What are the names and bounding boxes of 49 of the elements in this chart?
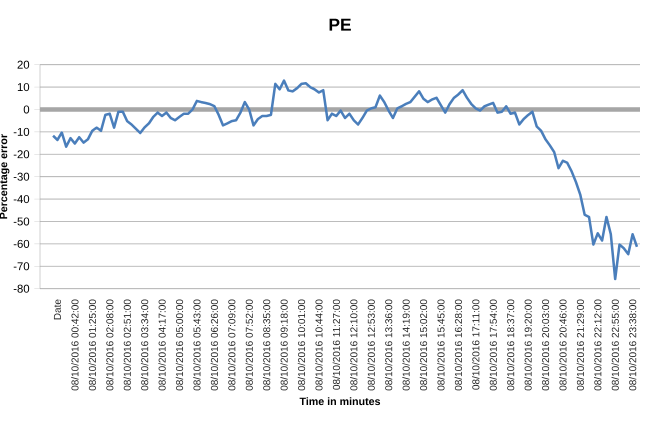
x-tick-label: 08/10/2016 21:29:00 <box>576 299 584 390</box>
chart-title: PE <box>330 18 351 31</box>
x-tick-label: 08/10/2016 18:37:00 <box>506 299 514 390</box>
y-tick-label: -40 <box>14 195 30 204</box>
x-tick-label: 08/10/2016 17:11:00 <box>472 299 480 390</box>
y-tick-label: 20 <box>18 60 30 69</box>
x-tick-label: 08/10/2016 09:18:00 <box>280 299 288 390</box>
x-tick-label: 08/10/2016 05:00:00 <box>176 299 184 390</box>
y-tick-label: 10 <box>18 83 30 92</box>
x-tick-label: 08/10/2016 01:25:00 <box>88 299 96 390</box>
x-tick-label: 08/10/2016 06:26:00 <box>210 299 218 390</box>
x-tick-label: 08/10/2016 14:19:00 <box>402 299 410 390</box>
x-tick-label: 08/10/2016 15:02:00 <box>420 299 428 390</box>
x-tick-label: 08/10/2016 22:55:00 <box>612 299 619 390</box>
x-tick-label: 08/10/2016 03:34:00 <box>140 299 148 390</box>
x-tick-label: 08/10/2016 22:12:00 <box>594 299 602 390</box>
x-tick-label: 08/10/2016 23:38:00 <box>628 299 636 390</box>
x-tick-label: 08/10/2016 12:10:00 <box>350 299 358 390</box>
x-tick-label: 08/10/2016 20:46:00 <box>559 299 567 390</box>
y-tick-label: -80 <box>14 284 30 293</box>
x-tick-label: 08/10/2016 07:52:00 <box>245 299 253 390</box>
x-tick-label: 08/10/2016 17:54:00 <box>490 299 497 390</box>
x-tick-label: 08/10/2016 19:20:00 <box>524 299 532 390</box>
y-tick-label: -60 <box>14 240 30 248</box>
line-series <box>52 79 638 280</box>
x-tick-label: 08/10/2016 13:36:00 <box>384 299 392 390</box>
x-tick-label: 08/10/2016 15:45:00 <box>437 299 445 390</box>
y-tick-label: -70 <box>14 262 30 270</box>
x-tick-label: 08/10/2016 10:01:00 <box>298 299 306 390</box>
x-tick-label: 08/10/2016 20:03:00 <box>542 299 550 390</box>
x-tick-label: 08/10/2016 05:43:00 <box>193 299 201 390</box>
y-tick-label: 0 <box>24 105 30 114</box>
y-tick-label: -30 <box>14 172 30 181</box>
y-axis-title: Percentage error <box>0 134 10 219</box>
y-tick-label: -10 <box>14 128 30 136</box>
x-tick-label: 08/10/2016 02:51:00 <box>123 299 131 390</box>
x-tick-label: 08/10/2016 12:53:00 <box>367 299 375 390</box>
x-tick-label: 08/10/2016 00:42:00 <box>71 299 79 390</box>
y-tick-label: -50 <box>14 217 30 226</box>
x-tick-label: 08/10/2016 11:27:00 <box>332 299 340 390</box>
y-tick-label: -20 <box>14 150 30 158</box>
x-tick-label: 08/10/2016 08:35:00 <box>262 299 270 390</box>
x-tick-label: 08/10/2016 02:08:00 <box>106 299 114 390</box>
x-axis-title: Time in minutes <box>300 397 380 406</box>
x-tick-label: 08/10/2016 04:17:00 <box>158 299 166 390</box>
x-tick-label: 08/10/2016 07:09:00 <box>228 299 236 390</box>
x-tick-label: Date <box>54 300 61 320</box>
x-tick-label: 08/10/2016 10:44:00 <box>315 299 323 390</box>
x-tick-label: 08/10/2016 16:28:00 <box>454 299 462 390</box>
